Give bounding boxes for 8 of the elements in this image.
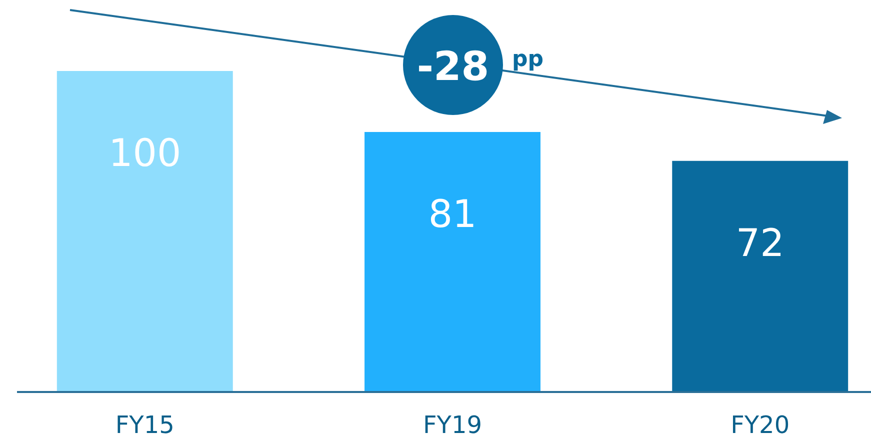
data-label: 72: [736, 220, 784, 265]
annotation: -28: [416, 44, 490, 90]
data-label: 81: [428, 192, 477, 236]
x-tick-label: FY20: [730, 411, 790, 437]
x-tick-label: FY15: [115, 411, 174, 437]
annotation: pp: [512, 47, 544, 72]
x-tick-label: FY19: [422, 411, 482, 437]
data-label: 100: [108, 131, 182, 175]
